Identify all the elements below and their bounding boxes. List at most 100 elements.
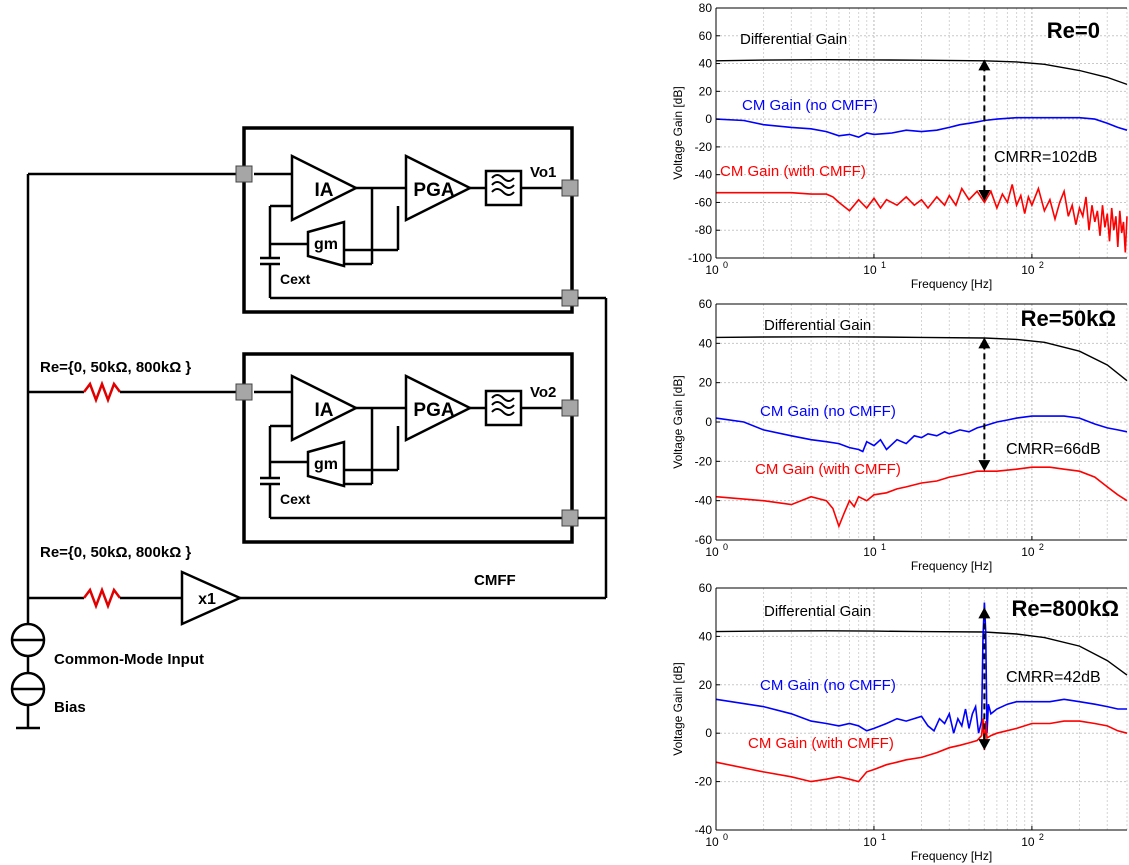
series-line-differential-gain <box>715 630 1128 676</box>
y-tick-label: -20 <box>695 775 713 789</box>
y-tick-label: -40 <box>695 168 713 182</box>
common-mode-input-label: Common-Mode Input <box>54 651 204 668</box>
x-tick-label: 10 <box>705 835 719 849</box>
panel-title: Re=800kΩ <box>1011 596 1119 621</box>
cmff-path <box>26 174 608 626</box>
x-tick-exponent: 0 <box>723 542 728 552</box>
x-tick-label: 10 <box>863 263 877 277</box>
x-tick-exponent: 2 <box>1039 832 1044 842</box>
x-tick-exponent: 1 <box>881 260 886 270</box>
resistor-re-2 <box>83 586 121 610</box>
buffer-label: x1 <box>198 591 216 608</box>
series-label: CM Gain (no CMFF) <box>742 97 878 114</box>
x-tick-label: 10 <box>705 263 719 277</box>
y-tick-label: 60 <box>699 297 713 311</box>
y-tick-label: 40 <box>699 336 713 350</box>
y-tick-label: -40 <box>695 494 713 508</box>
cext-1-label: Cext <box>280 271 311 287</box>
pga-1-label: PGA <box>413 180 454 201</box>
gm-2-trapezoid <box>306 440 346 488</box>
cext-2-label: Cext <box>280 491 311 507</box>
amplifier-module-1 <box>242 126 574 314</box>
series-label: CM Gain (no CMFF) <box>760 677 896 694</box>
y-tick-label: 60 <box>699 29 713 43</box>
cmff-schematic: IA PGA gm Cext Vo1 IA PGA gm Cext Vo2 Re… <box>10 126 608 730</box>
cmrr-annotation: CMRR=42dB <box>1006 669 1101 686</box>
y-axis-label: Voltage Gain [dB] <box>671 662 685 755</box>
y-tick-label: -100 <box>688 251 712 265</box>
cmff-pin-1 <box>561 289 579 307</box>
resistor-re-1 <box>83 380 121 404</box>
input-sources <box>10 622 46 730</box>
bode-plot-re-800k: -40 -20 0 20 40 60 10 0 10 1 10 2 Frequency [Hz] Volt… <box>671 581 1128 863</box>
x-tick-exponent: 1 <box>881 542 886 552</box>
gm-2-label: gm <box>314 456 338 473</box>
y-tick-label: -60 <box>695 195 713 209</box>
x-tick-exponent: 1 <box>881 832 886 842</box>
x-axis-label: Frequency [Hz] <box>911 277 992 291</box>
module-1-internals <box>28 153 579 307</box>
x-tick-exponent: 2 <box>1039 542 1044 552</box>
x-tick-label: 10 <box>1021 545 1035 559</box>
series-label: Differential Gain <box>740 31 847 48</box>
vo2-label: Vo2 <box>530 384 556 401</box>
y-tick-label: 80 <box>699 1 713 15</box>
gm-1-label: gm <box>314 236 338 253</box>
y-tick-label: -80 <box>695 223 713 237</box>
x-tick-label: 10 <box>863 835 877 849</box>
grid <box>715 7 1128 259</box>
y-tick-label: 20 <box>699 376 713 390</box>
cmrr-annotation: CMRR=66dB <box>1006 441 1101 458</box>
cmrr-arrow-head-down <box>978 739 991 751</box>
y-tick-label: 60 <box>699 581 713 595</box>
y-tick-label: -40 <box>695 823 713 837</box>
series-line-cm-gain-no-cmff <box>715 602 1127 734</box>
lowpass-filter-1 <box>484 169 523 207</box>
re-label-2: Re={0, 50kΩ, 800kΩ } <box>40 544 191 561</box>
series-label: CM Gain (no CMFF) <box>760 403 896 420</box>
cmrr-arrow-head-up <box>978 59 991 71</box>
y-tick-label: -20 <box>695 454 713 468</box>
y-axis-label: Voltage Gain [dB] <box>671 375 685 468</box>
ia-1-triangle <box>290 153 359 223</box>
ia-2-triangle <box>290 373 359 443</box>
x-axis-label: Frequency [Hz] <box>911 559 992 573</box>
pga-1-triangle <box>404 153 473 223</box>
x-tick-label: 10 <box>1021 835 1035 849</box>
cmrr-annotation: CMRR=102dB <box>994 149 1098 166</box>
gm-1-trapezoid <box>306 220 346 268</box>
ia-1-label: IA <box>315 180 334 201</box>
series-label: CM Gain (with CMFF) <box>720 163 866 180</box>
panel-title: Re=0 <box>1047 18 1100 43</box>
y-tick-label: 20 <box>699 678 713 692</box>
unity-buffer-triangle <box>180 570 244 626</box>
amplifier-module-2 <box>242 352 574 544</box>
bode-plot-re-50k: -60 -40 -20 0 20 40 60 10 0 10 1 10 2 Frequency [Hz] V… <box>671 297 1128 573</box>
panel-title: Re=50kΩ <box>1021 306 1116 331</box>
x-tick-exponent: 0 <box>723 260 728 270</box>
cmrr-arrow-head-down <box>978 190 991 202</box>
cmff-label: CMFF <box>474 572 516 589</box>
series-line-cm-gain-with-cmff <box>715 718 1128 783</box>
module-2-internals <box>28 373 579 527</box>
ia-2-label: IA <box>315 400 334 421</box>
y-tick-label: 0 <box>705 726 712 740</box>
x-tick-label: 10 <box>863 545 877 559</box>
cmrr-arrow-head-up <box>978 607 991 619</box>
series-line-cm-gain-no-cmff <box>715 116 1128 139</box>
x-tick-exponent: 2 <box>1039 260 1044 270</box>
input-pin-1 <box>235 165 253 183</box>
series-line-cm-gain-with-cmff <box>716 184 1128 253</box>
bias-label: Bias <box>54 699 86 716</box>
x-tick-exponent: 0 <box>723 832 728 842</box>
series-label: Differential Gain <box>764 603 871 620</box>
series-label: Differential Gain <box>764 317 871 334</box>
vo1-pin <box>561 179 579 197</box>
y-tick-label: -60 <box>695 533 713 547</box>
lowpass-filter-2 <box>484 389 523 427</box>
y-tick-label: 40 <box>699 629 713 643</box>
x-tick-label: 10 <box>705 545 719 559</box>
series-line-cm-gain-no-cmff <box>715 415 1128 453</box>
y-tick-label: 40 <box>699 57 713 71</box>
